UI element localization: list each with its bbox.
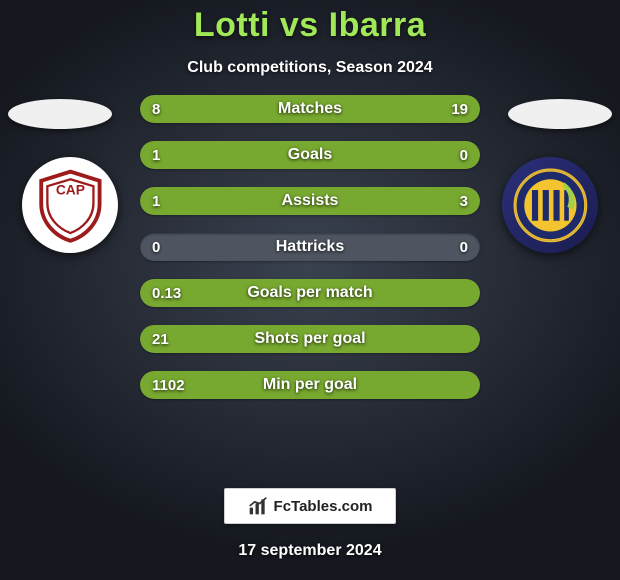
content-wrapper: Lotti vs Ibarra Club competitions, Seaso… bbox=[0, 0, 620, 580]
stat-fill-left bbox=[140, 279, 480, 307]
team-badge-left: CAP bbox=[22, 157, 118, 253]
stat-label: Hattricks bbox=[140, 238, 480, 256]
stat-fill-right bbox=[225, 187, 480, 215]
chart-icon bbox=[248, 496, 268, 516]
date-text: 17 september 2024 bbox=[238, 542, 381, 560]
shield-icon: CAP bbox=[32, 167, 109, 244]
stat-row: Goals10 bbox=[140, 141, 480, 169]
stat-value-right: 0 bbox=[460, 239, 468, 256]
stat-row: Goals per match0.13 bbox=[140, 279, 480, 307]
stat-fill-right bbox=[242, 95, 480, 123]
stat-fill-left bbox=[140, 95, 242, 123]
comparison-area: CAP Matches819 Goals10 Assists13 Hattricks0… bbox=[0, 95, 620, 482]
player-placeholder-right bbox=[508, 99, 612, 129]
footer-logo: FcTables.com bbox=[224, 488, 396, 524]
stat-row: Min per goal1102 bbox=[140, 371, 480, 399]
stat-value-left: 0 bbox=[152, 239, 160, 256]
stat-row: Assists13 bbox=[140, 187, 480, 215]
stat-fill-left bbox=[140, 371, 480, 399]
team-badge-right bbox=[502, 157, 598, 253]
footer-logo-text: FcTables.com bbox=[274, 498, 373, 515]
stat-fill-left bbox=[140, 325, 480, 353]
stat-fill-left bbox=[140, 187, 225, 215]
shield-text: CAP bbox=[55, 181, 84, 197]
player-placeholder-left bbox=[8, 99, 112, 129]
page-subtitle: Club competitions, Season 2024 bbox=[187, 59, 432, 77]
crest-icon bbox=[512, 167, 589, 244]
page-title: Lotti vs Ibarra bbox=[194, 6, 426, 45]
stat-rows: Matches819 Goals10 Assists13 Hattricks0 0 Goa… bbox=[140, 95, 480, 399]
stat-fill-left bbox=[140, 141, 480, 169]
stat-row: Shots per goal21 bbox=[140, 325, 480, 353]
stat-row: Matches819 bbox=[140, 95, 480, 123]
stat-row: Hattricks0 0 bbox=[140, 233, 480, 261]
